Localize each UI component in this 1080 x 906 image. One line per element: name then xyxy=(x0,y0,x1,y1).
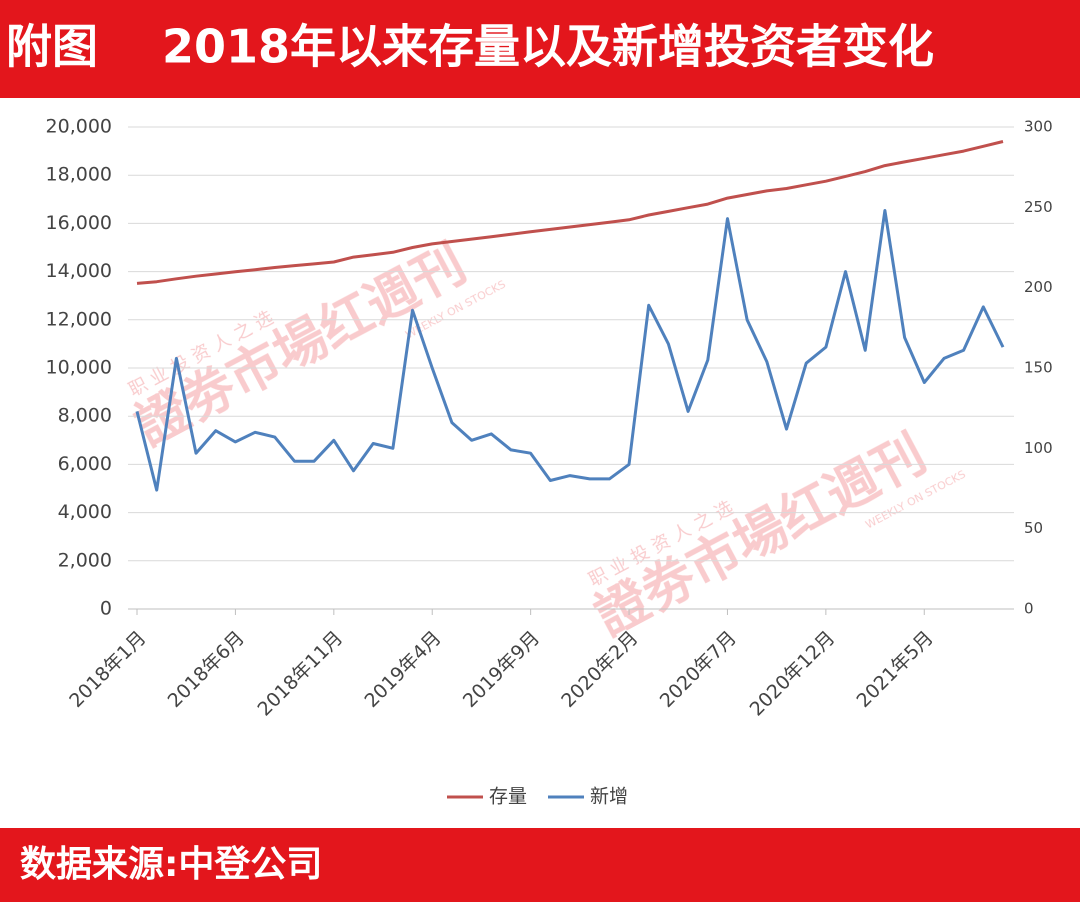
watermark-group: 职 业 投 资 人 之 选 證劵市場红週刊 WEEKLY ON STOCKS xyxy=(585,424,967,648)
x-tick-label: 2020年2月 xyxy=(557,627,642,712)
y-tick-label: 0 xyxy=(100,598,112,620)
y2-tick-label: 150 xyxy=(1024,359,1053,377)
x-tick-label: 2018年6月 xyxy=(164,627,249,712)
series-line xyxy=(135,209,1005,492)
y-tick-label: 8,000 xyxy=(58,405,112,427)
header-title: 2018年以来存量以及新增投资者变化 xyxy=(162,20,934,74)
y-tick-label: 2,000 xyxy=(58,549,112,571)
watermark: 职 业 投 资 人 之 选 證劵市場红週刊 WEEKLY ON STOCKS 职… xyxy=(125,234,967,648)
y-tick-label: 18,000 xyxy=(46,164,112,186)
header-label: 附图 xyxy=(6,20,98,74)
y-tick-label: 14,000 xyxy=(46,260,112,282)
y2-tick-label: 250 xyxy=(1024,198,1053,216)
watermark-group: 职 业 投 资 人 之 选 證劵市場红週刊 WEEKLY ON STOCKS xyxy=(125,234,507,458)
y-tick-label: 10,000 xyxy=(46,357,112,379)
x-tick-label: 2019年4月 xyxy=(360,627,445,712)
y2-tick-label: 200 xyxy=(1024,278,1053,296)
footer-bar xyxy=(0,828,1080,902)
y-tick-label: 20,000 xyxy=(46,116,112,138)
y-tick-label: 12,000 xyxy=(46,308,112,330)
x-tick-label: 2020年7月 xyxy=(656,627,741,712)
series-line xyxy=(136,140,1004,285)
y-tick-label: 4,000 xyxy=(58,501,112,523)
x-tick-label: 2018年11月 xyxy=(254,627,348,721)
footer-source: 数据来源:中登公司 xyxy=(20,844,322,885)
legend-label: 存量 xyxy=(489,786,527,808)
x-tick-label: 2018年1月 xyxy=(65,627,150,712)
x-tick-label: 2021年5月 xyxy=(853,627,938,712)
watermark-brand: 證劵市場红週刊 xyxy=(586,424,936,648)
x-tick-label: 2020年12月 xyxy=(746,627,840,721)
y2-tick-label: 300 xyxy=(1024,118,1053,136)
header-bar xyxy=(0,0,1080,98)
y2-tick-label: 50 xyxy=(1024,519,1043,537)
x-tick-label: 2019年9月 xyxy=(459,627,544,712)
y2-tick-label: 0 xyxy=(1024,600,1034,618)
y-tick-label: 16,000 xyxy=(46,212,112,234)
legend-label: 新增 xyxy=(590,786,628,808)
y2-tick-label: 100 xyxy=(1024,439,1053,457)
y-tick-label: 6,000 xyxy=(58,453,112,475)
